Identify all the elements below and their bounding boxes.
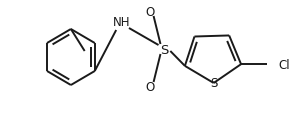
Text: Cl: Cl xyxy=(279,58,290,71)
Text: O: O xyxy=(145,81,154,94)
Text: S: S xyxy=(160,43,168,56)
Text: S: S xyxy=(210,77,217,90)
Text: NH: NH xyxy=(113,16,131,29)
Text: O: O xyxy=(145,5,154,18)
